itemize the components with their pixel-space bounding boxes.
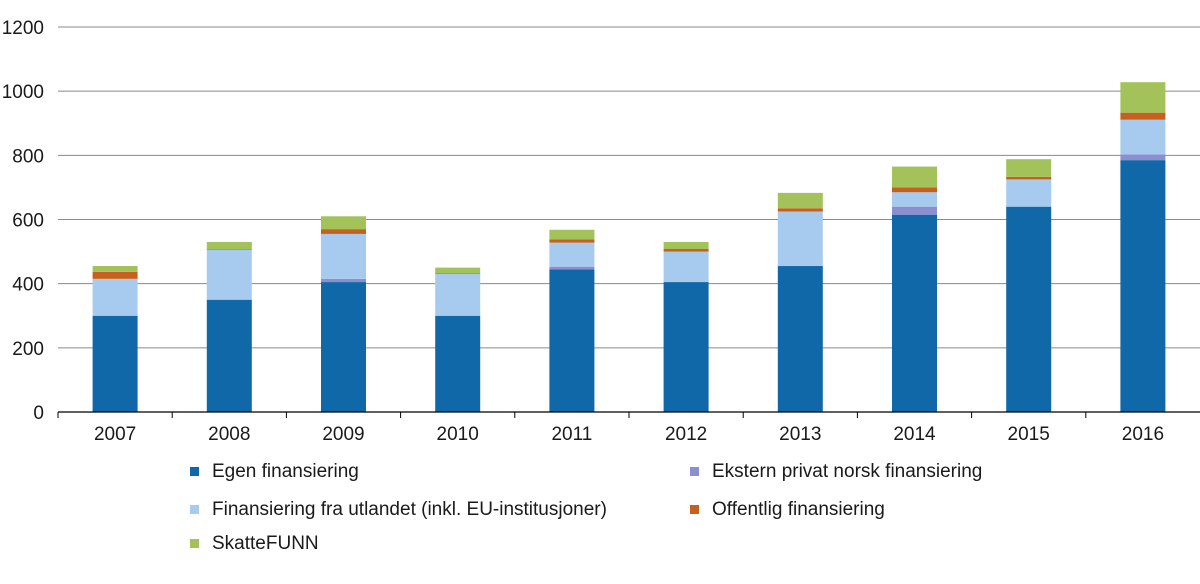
bar-egen-finansiering-2009: [321, 282, 366, 412]
bar-offentlig-finansiering-2007: [92, 271, 138, 279]
bar-finansiering-fra-utlandet-inkl-eu-institusjoner-2013: [777, 211, 823, 267]
legend-swatch-skattefunn: [190, 539, 199, 548]
x-tick-label: 2015: [1008, 424, 1050, 445]
bar-offentlig-finansiering-2016: [1120, 112, 1166, 120]
bar-offentlig-finansiering-2010: [435, 273, 481, 275]
bar-ekstern-privat-norsk-finansiering-2011: [549, 266, 595, 270]
bar-offentlig-finansiering-2014: [892, 187, 937, 193]
y-tick-label: 1200: [2, 18, 44, 39]
bar-finansiering-fra-utlandet-inkl-eu-institusjoner-2007: [92, 278, 138, 316]
bar-finansiering-fra-utlandet-inkl-eu-institusjoner-2011: [549, 242, 595, 267]
bar-offentlig-finansiering-2013: [777, 208, 823, 212]
bar-egen-finansiering-2013: [777, 266, 823, 412]
bar-egen-finansiering-2015: [1006, 206, 1052, 412]
x-tick-label: 2012: [665, 424, 707, 445]
bars: [92, 82, 1166, 412]
bar-offentlig-finansiering-2009: [321, 229, 366, 234]
bar-skattefunn-2010: [435, 267, 481, 274]
bar-egen-finansiering-2016: [1120, 160, 1166, 412]
x-tick-label: 2009: [322, 424, 364, 445]
legend-swatch-finansiering-fra-utlandet-inkl-eu-institusjoner: [190, 505, 199, 514]
bar-offentlig-finansiering-2011: [549, 239, 595, 243]
bar-finansiering-fra-utlandet-inkl-eu-institusjoner-2010: [435, 274, 481, 316]
x-tick-label: 2011: [551, 424, 592, 445]
bar-offentlig-finansiering-2012: [663, 249, 709, 252]
y-axis-ticks: 0 200 400 600 800 1000 1200: [2, 18, 44, 424]
bar-ekstern-privat-norsk-finansiering-2009: [321, 278, 366, 283]
bar-skattefunn-2007: [92, 266, 138, 272]
y-tick-label: 0: [33, 403, 44, 424]
bar-skattefunn-2012: [663, 241, 709, 250]
x-tick-label: 2008: [208, 424, 250, 445]
legend-label-finansiering-fra-utlandet-inkl-eu-institusjoner: Finansiering fra utlandet (inkl. EU-inst…: [212, 499, 607, 520]
bar-finansiering-fra-utlandet-inkl-eu-institusjoner-2014: [892, 192, 937, 207]
bar-finansiering-fra-utlandet-inkl-eu-institusjoner-2016: [1120, 119, 1166, 155]
bar-skattefunn-2013: [777, 192, 823, 209]
bar-egen-finansiering-2007: [92, 315, 138, 412]
bar-skattefunn-2008: [206, 241, 252, 250]
legend-label-skattefunn: SkatteFUNN: [212, 533, 319, 554]
legend-swatch-offentlig-finansiering: [690, 505, 699, 514]
x-axis-ticks: 2007 2008 2009 2010 2011 2012 2013 2014 2015 2016: [94, 424, 1164, 445]
legend-swatch-ekstern-privat-norsk-finansiering: [690, 467, 699, 476]
axes: [57, 411, 1200, 418]
legend-label-ekstern-privat-norsk-finansiering: Ekstern privat norsk finansiering: [712, 461, 982, 482]
legend-swatch-egen-finansiering: [190, 467, 199, 476]
bar-egen-finansiering-2012: [663, 282, 709, 412]
legend-label-egen-finansiering: Egen finansiering: [212, 461, 359, 482]
bar-egen-finansiering-2010: [435, 315, 481, 412]
bar-ekstern-privat-norsk-finansiering-2014: [892, 206, 937, 215]
legend: Egen finansiering Ekstern privat norsk fi…: [190, 461, 982, 554]
bar-skattefunn-2009: [321, 216, 366, 230]
bar-skattefunn-2015: [1006, 159, 1052, 177]
x-tick-label: 2010: [437, 424, 479, 445]
legend-label-offentlig-finansiering: Offentlig finansiering: [712, 499, 885, 520]
bar-finansiering-fra-utlandet-inkl-eu-institusjoner-2015: [1006, 179, 1052, 207]
bar-finansiering-fra-utlandet-inkl-eu-institusjoner-2009: [321, 233, 366, 279]
bar-offentlig-finansiering-2008: [206, 249, 252, 250]
bar-skattefunn-2014: [892, 166, 937, 188]
bar-egen-finansiering-2014: [892, 214, 937, 412]
bar-ekstern-privat-norsk-finansiering-2016: [1120, 154, 1166, 161]
y-tick-label: 200: [12, 339, 44, 360]
y-tick-label: 800: [12, 146, 44, 167]
y-tick-label: 400: [12, 275, 44, 296]
x-tick-label: 2016: [1122, 424, 1164, 445]
x-tick-label: 2013: [779, 424, 821, 445]
y-tick-label: 600: [12, 211, 44, 232]
bar-finansiering-fra-utlandet-inkl-eu-institusjoner-2012: [663, 251, 709, 283]
bar-skattefunn-2016: [1120, 82, 1166, 113]
bar-egen-finansiering-2011: [549, 269, 595, 412]
x-tick-label: 2007: [94, 424, 136, 445]
y-tick-label: 1000: [2, 82, 44, 103]
bar-finansiering-fra-utlandet-inkl-eu-institusjoner-2008: [206, 249, 252, 300]
bar-offentlig-finansiering-2015: [1006, 176, 1052, 180]
bar-egen-finansiering-2008: [206, 299, 252, 412]
bar-skattefunn-2011: [549, 229, 595, 240]
x-tick-label: 2014: [893, 424, 936, 445]
